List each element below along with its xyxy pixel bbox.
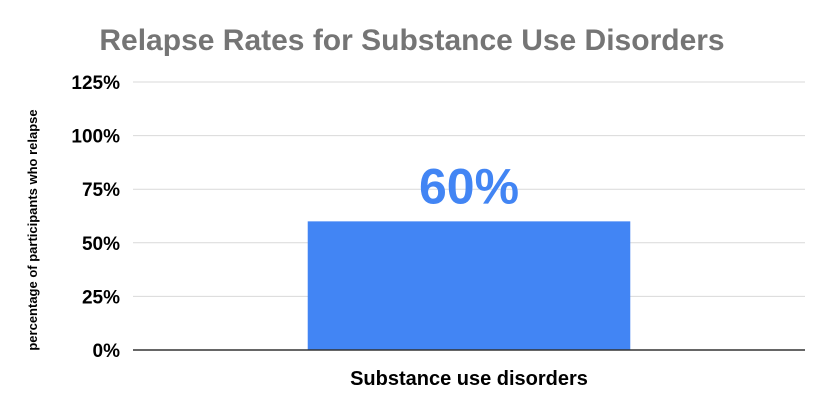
y-axis-title: percentage of participants who relapse: [25, 109, 40, 350]
y-tick-label: 50%: [82, 234, 120, 255]
bar: [307, 221, 631, 350]
x-axis-categories: Substance use disorders: [350, 368, 588, 390]
y-tick-label: 75%: [82, 180, 120, 201]
x-category-label: Substance use disorders: [350, 368, 588, 390]
bars: [307, 221, 631, 350]
chart-title: Relapse Rates for Substance Use Disorder…: [99, 24, 724, 57]
gridlines: [133, 81, 805, 297]
y-tick-label: 0%: [93, 341, 121, 362]
data-labels: 60%: [419, 158, 519, 214]
data-label: 60%: [419, 158, 519, 214]
y-tick-label: 100%: [71, 127, 120, 148]
y-axis-ticks: 0% 25% 50% 75% 100% 125%: [71, 73, 120, 362]
y-tick-label: 25%: [82, 287, 120, 308]
y-tick-label: 125%: [71, 73, 120, 94]
